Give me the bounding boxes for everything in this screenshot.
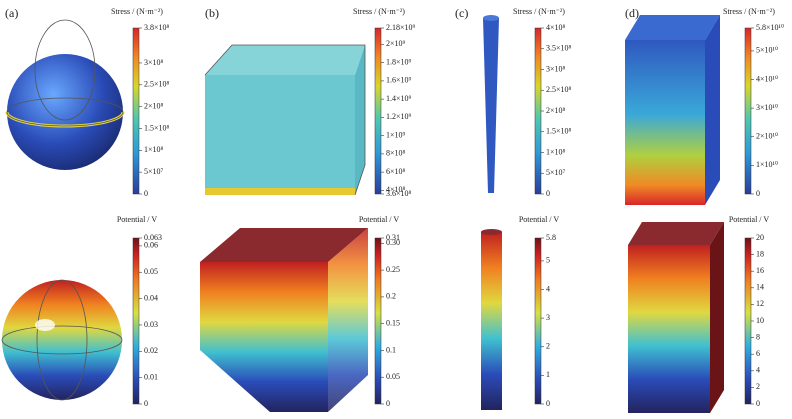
tick-label: 3.8×10⁸ — [144, 23, 170, 32]
tick-label: 1.5×10⁸ — [546, 127, 572, 136]
tick-label: 5 — [546, 256, 550, 265]
colorbar — [132, 237, 140, 405]
tick-label: 1×10⁸ — [144, 145, 164, 154]
tick-label: 1.4×10⁹ — [386, 94, 412, 103]
tick-label: 1×10⁸ — [546, 147, 566, 156]
tick-label: 0 — [144, 399, 148, 408]
panel-label: (a) — [5, 6, 18, 20]
tick-label: 0 — [756, 399, 760, 408]
tick-label: 0.05 — [386, 372, 400, 381]
tick-label: 5×10⁷ — [144, 167, 164, 176]
tick-label: 2×10⁸ — [546, 106, 566, 115]
colorbar-title: Potential / V — [359, 215, 400, 224]
tick-label: 0.25 — [386, 265, 400, 274]
tick-label: 8×10⁸ — [386, 149, 406, 158]
tick-label: 2×10¹⁰ — [756, 132, 778, 141]
colorbar-title: Potential / V — [117, 215, 158, 224]
tick-label: 3.6×10⁸ — [386, 189, 412, 198]
colorbar-title: Potential / V — [519, 215, 560, 224]
colorbar-title: Potential / V — [729, 215, 770, 224]
colorbar — [534, 27, 542, 195]
tick-label: 3×10⁸ — [546, 64, 566, 73]
tick-label: 0 — [386, 399, 390, 408]
tick-label: 0.06 — [144, 241, 158, 250]
tick-label: 2.5×10⁸ — [144, 80, 170, 89]
tick-label: 0.1 — [386, 345, 396, 354]
tick-label: 2 — [546, 342, 550, 351]
tick-label: 0 — [756, 189, 760, 198]
tick-label: 3.5×10⁸ — [546, 44, 572, 53]
tick-label: 4 — [546, 284, 550, 293]
tick-label: 5.8×10¹⁰ — [756, 23, 784, 32]
tick-label: 1×10¹⁰ — [756, 160, 778, 169]
tick-label: 0.31 — [386, 233, 400, 242]
tick-label: 2 — [756, 382, 760, 391]
colorbar — [534, 237, 542, 405]
colorbar — [744, 237, 752, 405]
colorbar — [744, 27, 752, 195]
tick-label: 4×10⁸ — [386, 185, 406, 194]
tick-label: 0.01 — [144, 372, 158, 381]
tick-label: 1×10⁹ — [386, 130, 406, 139]
tick-label: 6×10⁸ — [386, 167, 406, 176]
tick-label: 4 — [756, 366, 760, 375]
tick-label: 5×10⁷ — [546, 168, 566, 177]
tick-label: 3×10⁸ — [144, 58, 164, 67]
panel-label: (d) — [625, 6, 639, 20]
tick-label: 1.2×10⁹ — [386, 112, 412, 121]
colorbar-title: Stress / (N·m⁻²) — [723, 7, 775, 16]
tick-label: 14 — [756, 283, 764, 292]
tick-label: 1.6×10⁹ — [386, 76, 412, 85]
tick-label: 0.15 — [386, 319, 400, 328]
tick-label: 2×10⁹ — [386, 39, 406, 48]
tick-label: 3×10¹⁰ — [756, 103, 778, 112]
tick-label: 0.05 — [144, 267, 158, 276]
tick-label: 6 — [756, 349, 760, 358]
tick-label: 16 — [756, 266, 764, 275]
panel-label: (c) — [455, 6, 468, 20]
tick-label: 5×10¹⁰ — [756, 46, 778, 55]
tick-label: 0.30 — [386, 238, 400, 247]
tick-label: 10 — [756, 316, 764, 325]
tick-label: 4×10⁸ — [546, 23, 566, 32]
tick-label: 1 — [546, 370, 550, 379]
tick-label: 0.03 — [144, 320, 158, 329]
colorbar — [374, 237, 382, 405]
tick-label: 2×10⁸ — [144, 101, 164, 110]
tick-label: 0.2 — [386, 292, 396, 301]
tick-label: 0.04 — [144, 293, 158, 302]
tick-label: 0 — [546, 189, 550, 198]
colorbar — [132, 27, 140, 195]
tick-label: 0.02 — [144, 346, 158, 355]
tick-label: 4×10¹⁰ — [756, 74, 778, 83]
tick-label: 0.063 — [144, 233, 162, 242]
tick-label: 1.5×10⁸ — [144, 123, 170, 132]
tick-label: 8 — [756, 332, 760, 341]
tick-label: 3 — [546, 313, 550, 322]
tick-label: 2.18×10⁹ — [386, 23, 416, 32]
tick-label: 12 — [756, 299, 764, 308]
colorbar-title: Stress / (N·m⁻²) — [111, 7, 163, 16]
tick-label: 18 — [756, 249, 764, 258]
tick-label: 5.8 — [546, 233, 556, 242]
tick-label: 0 — [144, 189, 148, 198]
panel-label: (b) — [205, 6, 219, 20]
tick-label: 1.8×10⁹ — [386, 57, 412, 66]
tick-label: 20 — [756, 233, 764, 242]
tick-label: 2.5×10⁸ — [546, 85, 572, 94]
colorbar — [374, 27, 382, 195]
tick-label: 0 — [546, 399, 550, 408]
colorbar-title: Stress / (N·m⁻²) — [353, 7, 405, 16]
colorbar-title: Stress / (N·m⁻²) — [513, 7, 565, 16]
